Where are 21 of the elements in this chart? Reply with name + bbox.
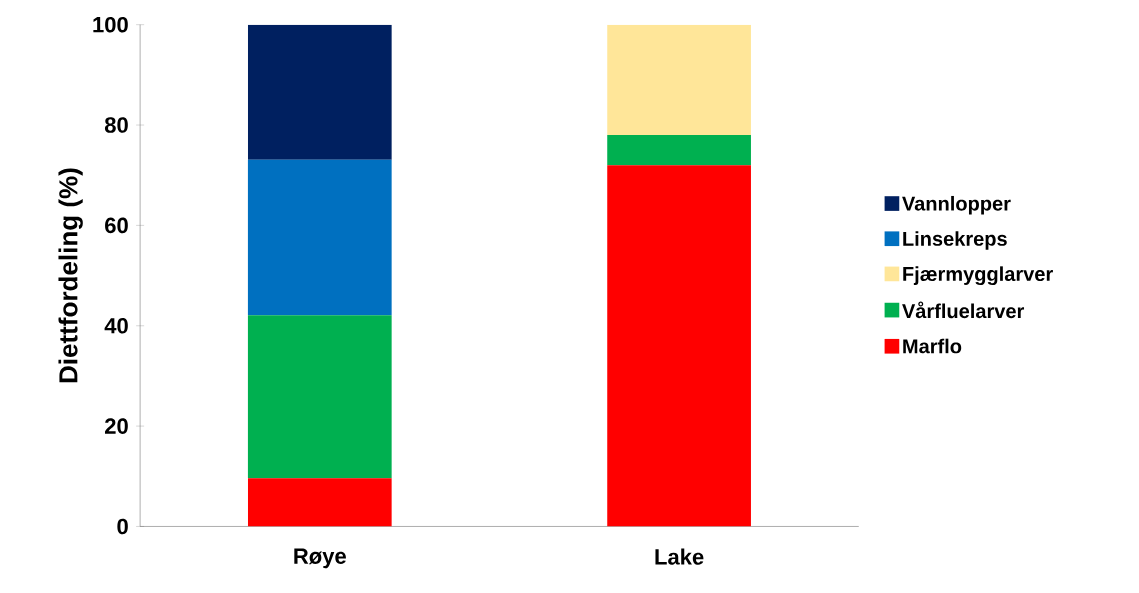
y-tick-label: 40 — [104, 318, 128, 334]
y-tick-label: 100 — [93, 17, 128, 33]
bar — [247, 24, 392, 160]
y-tick-label: 80 — [104, 117, 128, 134]
legend-label: Vårfluelarver — [902, 301, 1025, 319]
bar — [607, 24, 751, 136]
y-axis-title: Diettfordeling (%) — [58, 168, 83, 383]
x-tick-label: Lake — [655, 548, 704, 565]
bar — [247, 159, 392, 316]
x-tick-label: Røye — [294, 548, 346, 569]
y-tick-label: 60 — [105, 217, 128, 234]
y-tick-label: 0 — [117, 518, 128, 535]
legend-label: Fjærmygglarver — [903, 266, 1053, 286]
legend-label: Vannlopper — [902, 196, 1011, 215]
bar — [607, 135, 751, 166]
legend-label: Marflo — [903, 338, 962, 354]
bar — [247, 478, 392, 527]
bar — [247, 315, 392, 479]
legend-label: Linsekreps — [903, 231, 1007, 251]
y-tick-label: 20 — [105, 418, 128, 435]
bar — [607, 165, 751, 527]
